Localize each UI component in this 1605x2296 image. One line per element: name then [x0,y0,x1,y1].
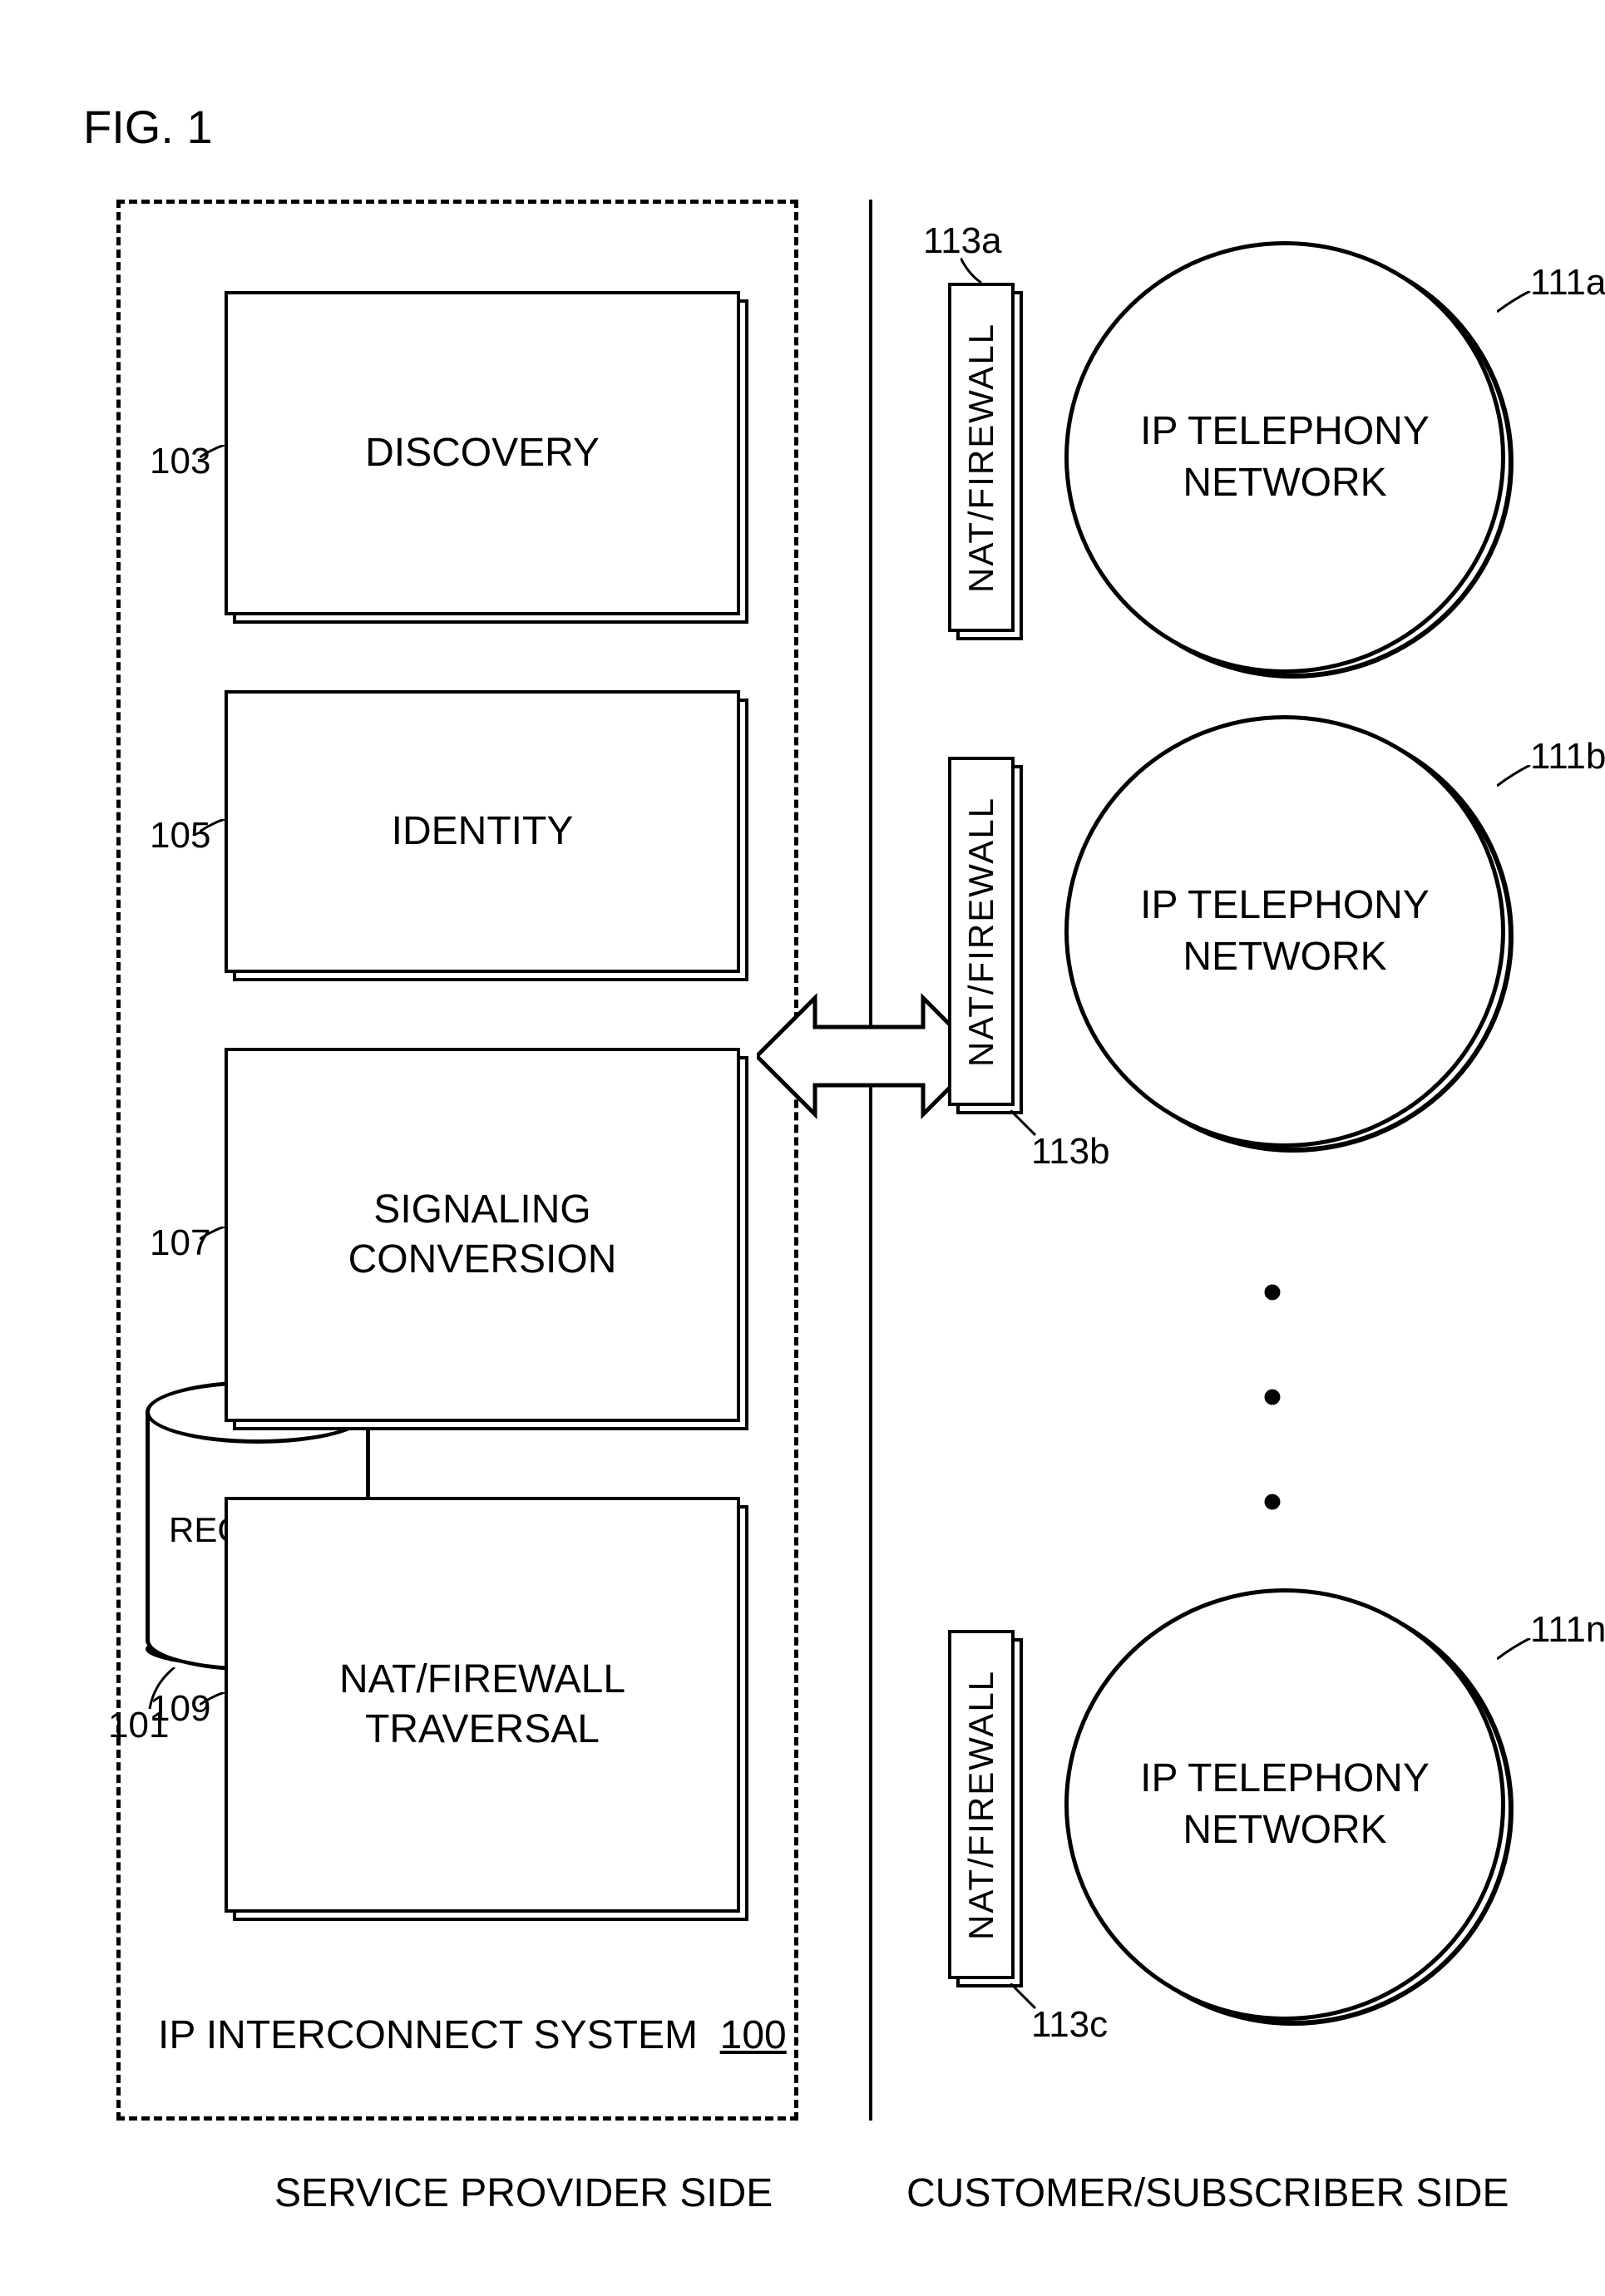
nat-traversal-box: NAT/FIREWALL TRAVERSAL [225,1497,740,1913]
ref-101: 101 [108,1705,169,1746]
network-n: IP TELEPHONY NETWORK [1064,1588,1505,2021]
system-label: IP INTERCONNECT SYSTEM 100 [158,2012,787,2058]
system-text: IP INTERCONNECT SYSTEM [158,2013,698,2057]
nat-a-label: NAT/FIREWALL [948,283,1015,632]
nat-b-label: NAT/FIREWALL [948,757,1015,1106]
provider-side-label: SERVICE PROVIDER SIDE [274,2170,773,2216]
nat-c-label: NAT/FIREWALL [948,1630,1015,1979]
nat-firewall-a: NAT/FIREWALL [948,283,1015,632]
ref-111a: 111a [1530,262,1605,304]
ref-107: 107 [150,1222,210,1264]
network-a: IP TELEPHONY NETWORK [1064,241,1505,674]
identity-box: IDENTITY [225,690,740,973]
ref-111n: 111n [1530,1609,1605,1651]
ref-103: 103 [150,441,210,482]
system-num: 100 [720,2013,787,2057]
network-a-label: IP TELEPHONY NETWORK [1064,241,1505,674]
discovery-label: DISCOVERY [225,291,740,615]
network-n-label: IP TELEPHONY NETWORK [1064,1588,1505,2021]
nat-firewall-b: NAT/FIREWALL [948,757,1015,1106]
figure-title: FIG. 1 [83,100,213,154]
customer-side-label: CUSTOMER/SUBSCRIBER SIDE [906,2170,1509,2216]
signaling-box: SIGNALING CONVERSION [225,1048,740,1422]
identity-label: IDENTITY [225,690,740,973]
signaling-label: SIGNALING CONVERSION [225,1048,740,1422]
side-divider [869,200,872,2121]
ellipsis-dots: ••• [1247,1239,1297,1553]
ref-113a: 113a [923,220,1002,262]
network-b: IP TELEPHONY NETWORK [1064,715,1505,1148]
nat-traversal-label: NAT/FIREWALL TRAVERSAL [225,1497,740,1913]
ref-111b: 111b [1530,736,1605,778]
discovery-box: DISCOVERY [225,291,740,615]
network-b-label: IP TELEPHONY NETWORK [1064,715,1505,1148]
nat-firewall-c: NAT/FIREWALL [948,1630,1015,1979]
ref-105: 105 [150,815,210,857]
diagram-canvas: FIG. 1 DISCOVERY 103 IDENTITY 105 SIGNAL… [33,33,1572,2262]
